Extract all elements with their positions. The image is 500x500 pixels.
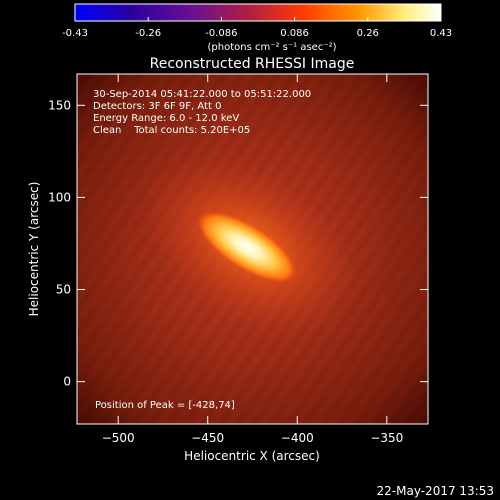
y-axis-ticks: 0 50 100 150 [48, 98, 428, 389]
annotation-line: Clean Total counts: 5.20E+05 [93, 125, 250, 136]
image-title: Reconstructed RHESSI Image [150, 56, 355, 72]
y-axis-label: Heliocentric Y (arcsec) [27, 182, 41, 317]
annotation-line: 30-Sep-2014 05:41:22.000 to 05:51:22.000 [93, 89, 311, 100]
y-tick-label: 100 [48, 190, 71, 204]
solar-flare-image [77, 74, 428, 424]
timestamp: 22-May-2017 13:53 [377, 484, 494, 498]
x-axis-ticks: −500 −450 −400 −350 [102, 74, 403, 445]
colorbar-tick-label: -0.26 [135, 28, 161, 39]
flare-source [197, 211, 297, 283]
y-tick-label: 150 [48, 98, 71, 112]
x-axis-label: Heliocentric X (arcsec) [184, 449, 320, 463]
colorbar-tick-label: -0.43 [62, 28, 88, 39]
colorbar-tick-label: 0.086 [280, 28, 309, 39]
colorbar-unit-label: (photons cm⁻² s⁻¹ asec⁻²) [207, 42, 336, 53]
plot-frame [76, 73, 429, 425]
colorbar-tick-label: 0.43 [430, 28, 452, 39]
y-tick-label: 50 [56, 283, 71, 297]
y-tick-label: 0 [63, 375, 71, 389]
x-tick-label: −500 [102, 431, 135, 445]
colorbar-tick-label: 0.26 [357, 28, 379, 39]
annotation-line: Detectors: 3F 6F 9F, Att 0 [93, 101, 221, 112]
x-tick-label: −450 [191, 431, 224, 445]
x-tick-label: −400 [281, 431, 314, 445]
colorbar-tick-label: -0.086 [205, 28, 237, 39]
annotation-line: Energy Range: 6.0 - 12.0 keV [93, 113, 239, 124]
colorbar [74, 3, 442, 22]
x-tick-label: −350 [370, 431, 403, 445]
observation-info: 30-Sep-2014 05:41:22.000 to 05:51:22.000… [93, 89, 311, 136]
colorbar-ticks: -0.43 -0.26 -0.086 0.086 0.26 0.43 [62, 17, 452, 39]
peak-position-label: Position of Peak = [-428,74] [95, 400, 235, 411]
